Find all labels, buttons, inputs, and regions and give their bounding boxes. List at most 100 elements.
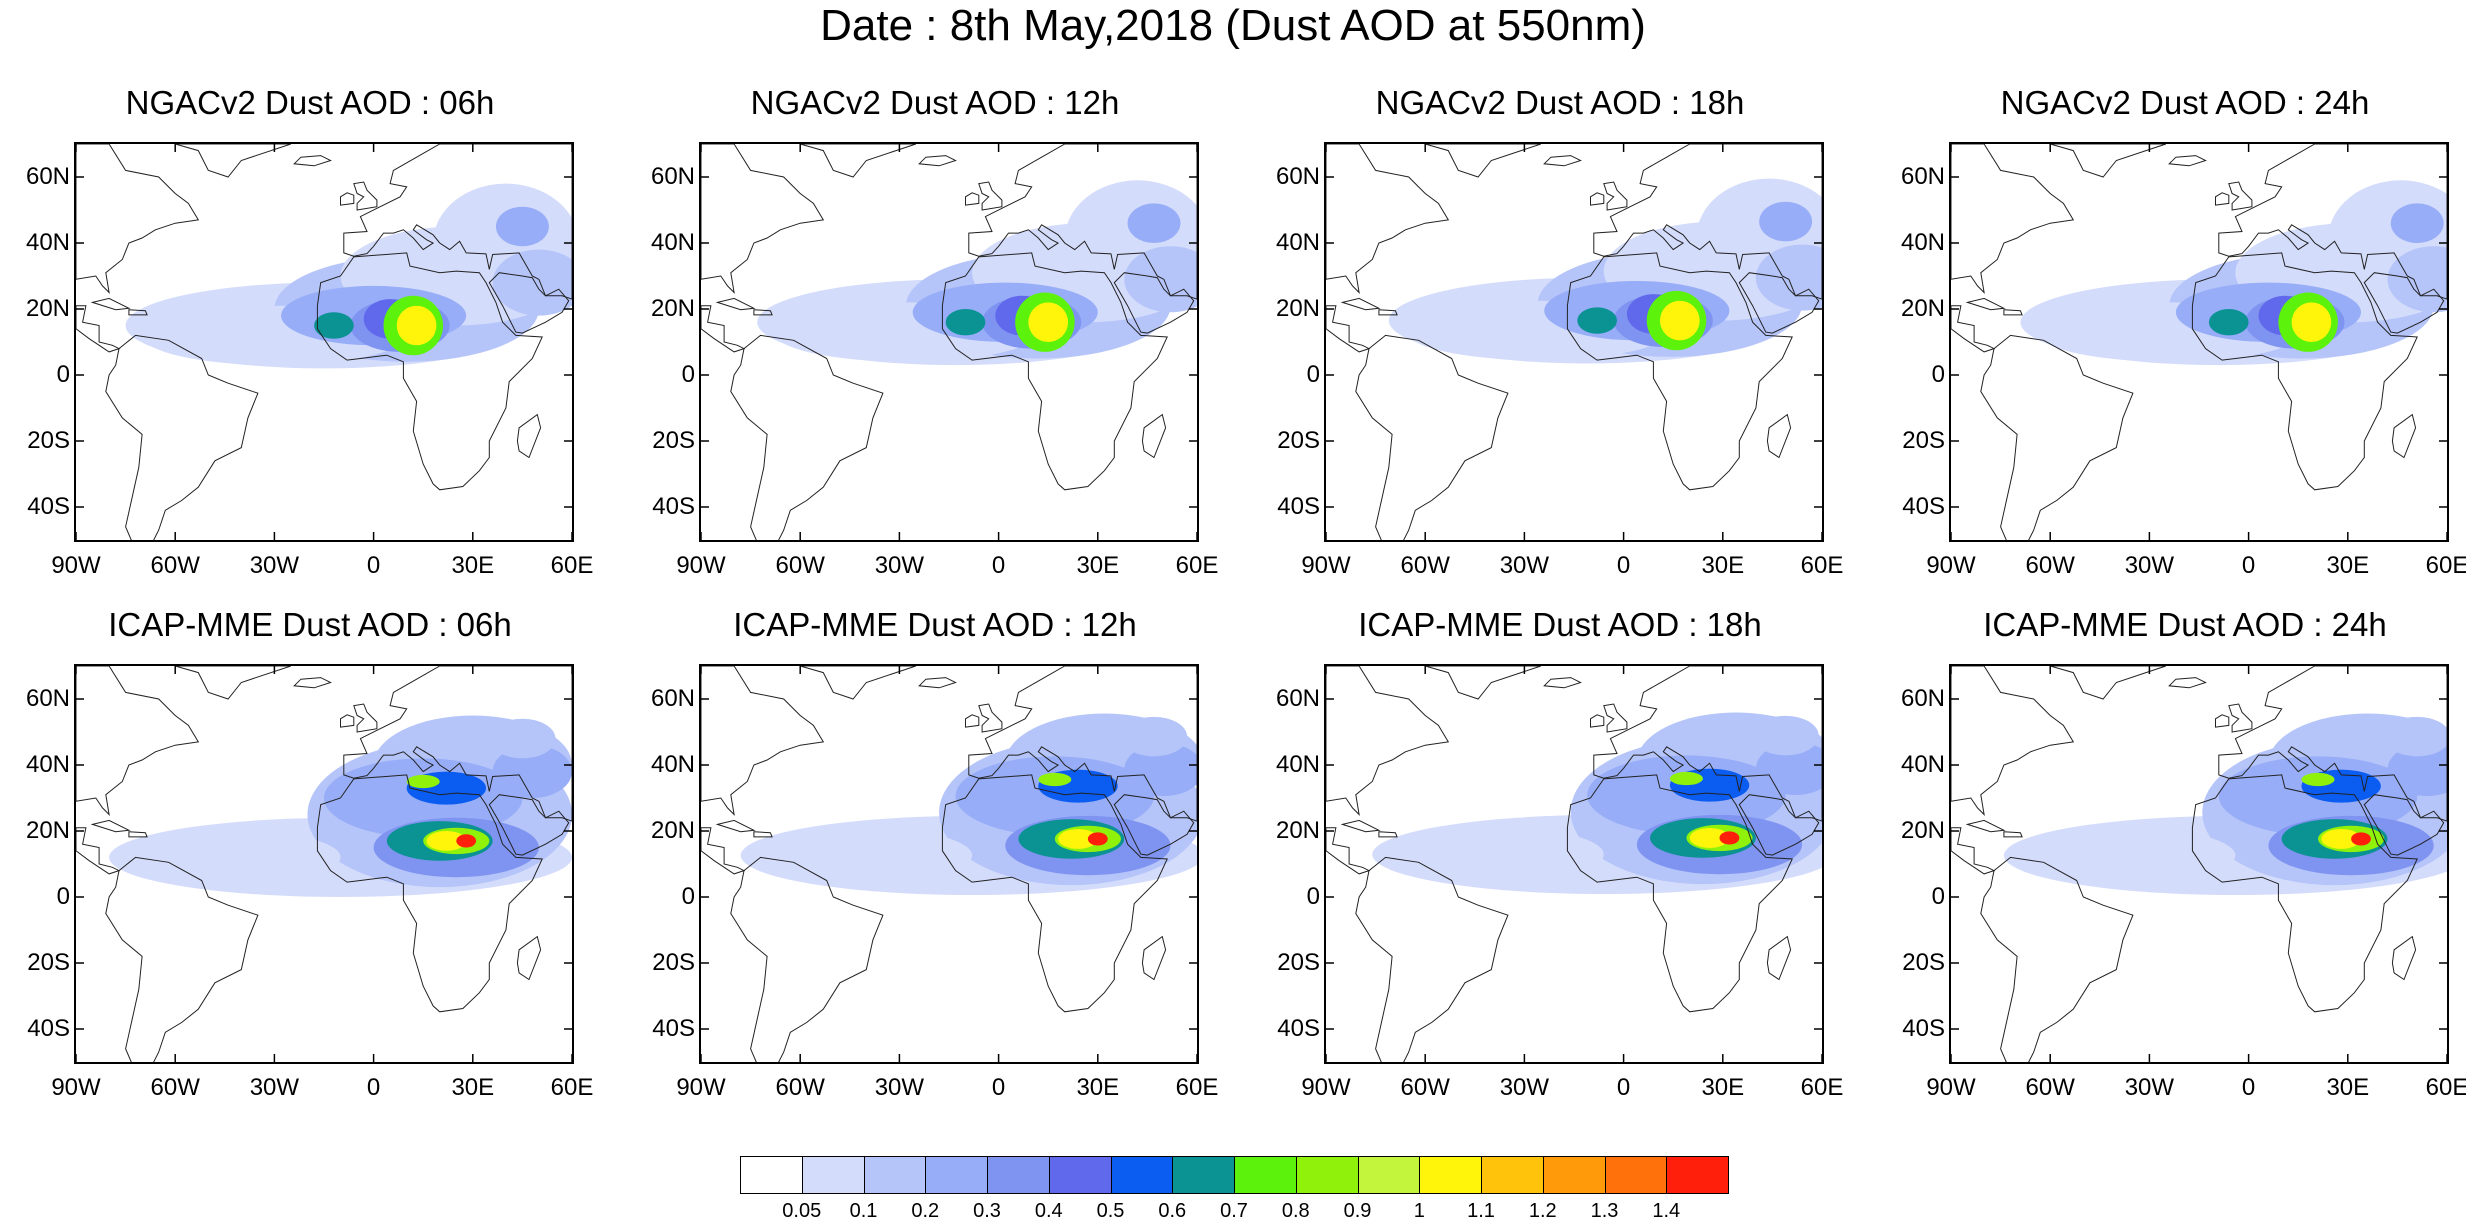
lat-tick-label: 20S <box>1902 949 1945 976</box>
dust-plume <box>1577 307 1617 334</box>
dust-plume <box>2384 716 2447 757</box>
colorbar-swatch <box>1048 1156 1112 1194</box>
coastline <box>128 831 148 838</box>
map-frame <box>699 142 1199 542</box>
lat-tick-label: 20N <box>1275 295 1320 322</box>
coastline <box>2391 413 2417 459</box>
dust-plume <box>1405 828 1604 881</box>
lon-tick-label: 0 <box>1616 1074 1631 1101</box>
colorbar <box>740 1156 1729 1196</box>
colorbar-swatch <box>1295 1156 1359 1194</box>
coastline <box>701 827 746 875</box>
coastline <box>978 181 1003 211</box>
lat-tick-label: 0 <box>56 361 70 388</box>
lon-tick-label: 60W <box>2025 1074 2075 1101</box>
lon-tick-label: 30W <box>1499 1074 1550 1101</box>
coastline <box>965 714 980 728</box>
lat-tick-label: 40N <box>1900 751 1945 778</box>
lat-tick-label: 60N <box>1900 163 1945 190</box>
coastline <box>2215 714 2230 728</box>
coastline <box>1590 192 1605 206</box>
colorbar-label: 0.2 <box>911 1200 940 1222</box>
coastline <box>1113 794 1195 856</box>
dust-plume <box>2301 772 2335 787</box>
colorbar-swatch <box>740 1156 803 1194</box>
map-frame <box>1324 664 1824 1064</box>
lon-tick-label: 0 <box>2241 1074 2256 1101</box>
coastline <box>968 666 1197 822</box>
map-panel: NGACv2 Dust AOD : 18h 60N 40N 20N 0 20S 40S 90W… <box>1276 84 1843 644</box>
colorbar-swatch <box>1666 1156 1729 1194</box>
coastline <box>2191 774 2418 1013</box>
colorbar-swatch <box>987 1156 1050 1194</box>
coastline <box>175 666 292 700</box>
lat-tick-label: 0 <box>1931 361 1945 388</box>
dust-plume <box>492 249 572 316</box>
lat-tick-label: 40S <box>1277 493 1320 520</box>
lon-tick-label: 30W <box>2124 552 2175 579</box>
lon-tick-label: 60E <box>550 552 594 579</box>
coastline <box>488 794 570 856</box>
panel-title: ICAP-MME Dust AOD : 12h <box>733 606 1137 643</box>
panel-title: ICAP-MME Dust AOD : 18h <box>1358 606 1762 643</box>
dust-aod-map <box>76 144 572 540</box>
lon-tick-label: 60W <box>150 552 200 579</box>
map-panel: NGACv2 Dust AOD : 06h 60N 40N 20N 0 20S 40S 90W… <box>26 84 593 644</box>
lat-tick-label: 0 <box>1931 883 1945 910</box>
lon-tick-label: 30E <box>1701 1074 1745 1101</box>
dust-aod-map <box>701 144 1197 540</box>
lon-tick-label: 90W <box>51 552 101 579</box>
panel-title: NGACv2 Dust AOD : 06h <box>125 84 495 121</box>
lat-tick-label: 40S <box>1277 1015 1320 1042</box>
colorbar-label: 0.3 <box>973 1200 1001 1222</box>
coastline <box>1980 334 2134 540</box>
dust-plume <box>1719 831 1740 845</box>
lon-tick-label: 60W <box>1400 1074 1450 1101</box>
lon-tick-label: 60E <box>1800 552 1844 579</box>
dust-plume <box>1669 771 1703 786</box>
lon-tick-label: 90W <box>676 1074 726 1101</box>
lat-tick-label: 40N <box>25 229 70 256</box>
dust-plume <box>314 312 354 339</box>
lat-tick-label: 60N <box>650 163 695 190</box>
lon-tick-label: 30E <box>1076 552 1120 579</box>
dust-plume <box>2208 309 2249 336</box>
dust-aod-map <box>1326 666 1822 1062</box>
map-frame <box>1949 664 2449 1064</box>
coastline <box>1738 794 1820 856</box>
lon-tick-label: 0 <box>991 1074 1006 1101</box>
coastline <box>1951 305 1996 353</box>
colorbar-swatch <box>801 1156 865 1194</box>
lat-tick-label: 40N <box>650 229 695 256</box>
coastline <box>1326 666 1450 816</box>
lat-tick-label: 40N <box>25 751 70 778</box>
lon-tick-label: 0 <box>991 552 1006 579</box>
coastline <box>701 666 825 816</box>
colorbar-label: 0.9 <box>1343 1200 1372 1222</box>
dust-plume <box>1124 743 1197 797</box>
coastline <box>1378 831 1398 838</box>
coastline <box>105 856 259 1062</box>
coastline <box>90 819 131 833</box>
coastline <box>1593 144 1822 300</box>
lon-tick-label: 30W <box>249 1074 300 1101</box>
dust-plume <box>406 774 440 789</box>
dust-plume <box>2036 829 2236 882</box>
colorbar-swatch <box>1172 1156 1235 1194</box>
coastline <box>2215 192 2230 206</box>
lon-tick-label: 30E <box>451 1074 495 1101</box>
lat-tick-label: 60N <box>1275 685 1320 712</box>
lat-tick-label: 20S <box>1277 949 1320 976</box>
lat-tick-label: 20S <box>27 427 70 454</box>
coastline <box>175 144 292 178</box>
dust-plume <box>142 831 341 884</box>
lat-tick-label: 20S <box>652 949 695 976</box>
map-panel: NGACv2 Dust AOD : 12h 60N 40N 20N 0 20S 40S 90W… <box>651 84 1218 644</box>
lon-tick-label: 90W <box>1301 1074 1351 1101</box>
coastline <box>1980 856 2134 1062</box>
lon-tick-label: 0 <box>366 552 381 579</box>
panel-title: NGACv2 Dust AOD : 24h <box>2000 84 2370 121</box>
dust-plume <box>2321 829 2362 849</box>
lon-tick-label: 60E <box>550 1074 594 1101</box>
dust-plume <box>495 206 549 247</box>
